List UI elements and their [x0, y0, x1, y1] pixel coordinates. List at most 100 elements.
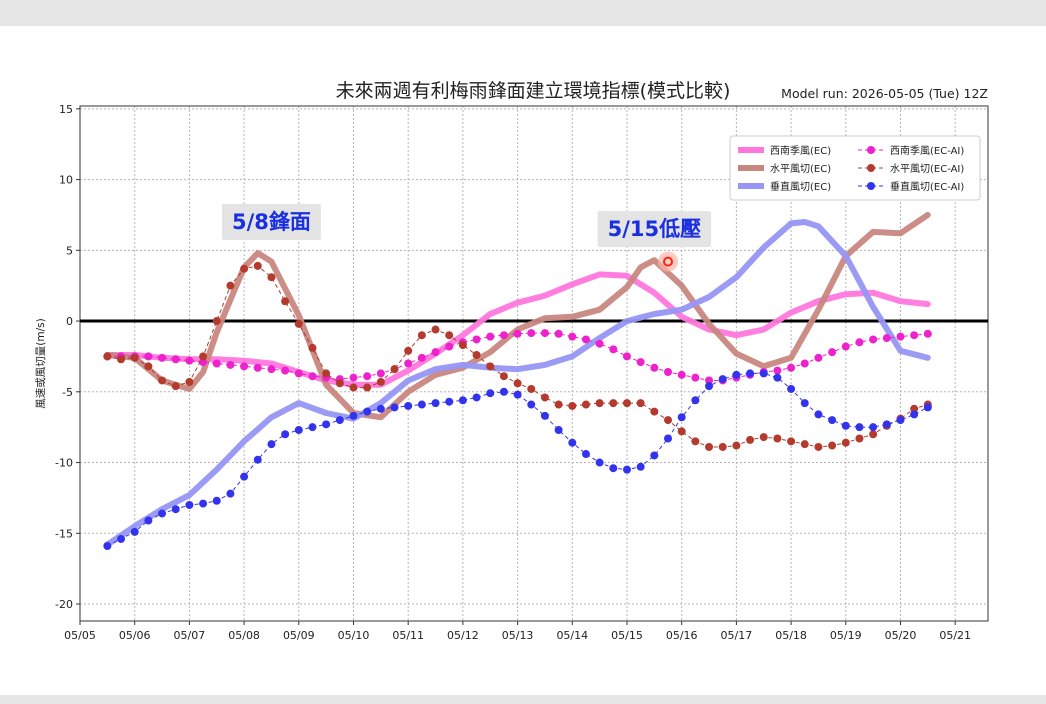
- series-point: [622, 399, 631, 408]
- annotation: 5/8鋒面: [221, 204, 321, 241]
- series-point: [691, 373, 700, 382]
- series-point: [417, 400, 426, 409]
- legend-label: 垂直風切(EC-AI): [890, 180, 964, 193]
- series-point: [773, 366, 782, 375]
- series-point: [664, 434, 673, 443]
- series-point: [376, 369, 385, 378]
- series-point: [117, 534, 126, 543]
- legend-label: 垂直風切(EC): [770, 180, 831, 193]
- legend-label: 水平風切(EC): [770, 163, 831, 175]
- series-point: [445, 397, 454, 406]
- x-tick-label: 05/07: [174, 629, 206, 642]
- annotation-text: 5/8鋒面: [232, 210, 311, 234]
- series-point: [896, 416, 905, 425]
- series-point: [800, 359, 809, 368]
- series-point: [253, 261, 262, 270]
- series-line: [104, 271, 931, 388]
- series-point: [267, 440, 276, 449]
- series-point: [841, 438, 850, 447]
- series-point: [554, 400, 563, 409]
- series-point: [677, 427, 686, 436]
- series-point: [144, 352, 153, 361]
- legend-box: [729, 135, 981, 201]
- series-point: [158, 353, 167, 362]
- x-tick-label: 05/18: [775, 629, 807, 642]
- legend-marker: [867, 146, 875, 154]
- series-point: [540, 329, 549, 338]
- series-point: [458, 396, 467, 405]
- chart: 未來兩週有利梅雨鋒面建立環境指標(模式比較) Model run: 2026-0…: [35, 80, 989, 642]
- series-point: [322, 420, 331, 429]
- series-point: [650, 407, 659, 416]
- series-point: [650, 363, 659, 372]
- series-point: [499, 372, 508, 381]
- series-point: [595, 458, 604, 467]
- series-point: [869, 423, 878, 432]
- series-point: [144, 516, 153, 525]
- series-point: [349, 411, 358, 420]
- series-point: [650, 451, 659, 460]
- series-point: [828, 348, 837, 357]
- series-point: [445, 331, 454, 340]
- chart-frame: 未來兩週有利梅雨鋒面建立環境指標(模式比較) Model run: 2026-0…: [0, 26, 1046, 695]
- series-point: [622, 465, 631, 474]
- series-point: [746, 435, 755, 444]
- series-point: [581, 335, 590, 344]
- series-line: [107, 332, 928, 381]
- series-point: [486, 362, 495, 371]
- series-point: [185, 500, 194, 509]
- series-point: [404, 346, 413, 355]
- legend-item: 垂直風切(EC-AI): [858, 180, 964, 193]
- series-point: [404, 401, 413, 410]
- series-point: [677, 370, 686, 379]
- series-point: [773, 373, 782, 382]
- series-point: [226, 281, 235, 290]
- series-point: [581, 400, 590, 409]
- series-point: [267, 365, 276, 374]
- series-point: [869, 430, 878, 439]
- series-point: [390, 403, 399, 412]
- model-run-label: Model run: 2026-05-05 (Tue) 12Z: [781, 86, 988, 101]
- series-point: [158, 376, 167, 385]
- legend-marker: [867, 164, 875, 172]
- series-point: [117, 355, 126, 364]
- series-point: [404, 359, 413, 368]
- series-point: [267, 273, 276, 282]
- series-point: [281, 366, 290, 375]
- annotation-text: 5/15低壓: [608, 217, 702, 241]
- series-point: [253, 455, 262, 464]
- series-point: [910, 404, 919, 413]
- y-tick-label: -20: [55, 598, 73, 611]
- legend-marker: [867, 182, 875, 190]
- x-tick-label: 05/09: [283, 629, 315, 642]
- y-tick-label: -15: [55, 527, 73, 540]
- series-point: [527, 329, 536, 338]
- y-tick-label: 15: [59, 103, 73, 116]
- legend-item: 西南季風(EC): [738, 144, 831, 157]
- series-point: [445, 342, 454, 351]
- series-point: [622, 352, 631, 361]
- series-point: [718, 375, 727, 384]
- series-point: [910, 331, 919, 340]
- series-point: [568, 401, 577, 410]
- highlight-point: [663, 256, 674, 267]
- series-point: [595, 399, 604, 408]
- y-axis-label: 風速或風切量(m/s): [35, 318, 47, 408]
- series-point: [554, 329, 563, 338]
- legend-label: 西南季風(EC-AI): [890, 144, 964, 157]
- series-point: [103, 542, 112, 551]
- series-point: [431, 325, 440, 334]
- series-point: [349, 373, 358, 382]
- series-point: [746, 369, 755, 378]
- chart-title: 未來兩週有利梅雨鋒面建立環境指標(模式比較): [336, 80, 731, 102]
- series-point: [185, 377, 194, 386]
- x-tick-label: 05/14: [556, 629, 588, 642]
- series-point: [363, 372, 372, 381]
- series-point: [513, 329, 522, 338]
- series-point: [431, 348, 440, 357]
- series-point: [376, 377, 385, 386]
- series-point: [472, 351, 481, 360]
- y-tick-label: -10: [55, 457, 73, 470]
- series-point: [185, 356, 194, 365]
- series-point: [869, 335, 878, 344]
